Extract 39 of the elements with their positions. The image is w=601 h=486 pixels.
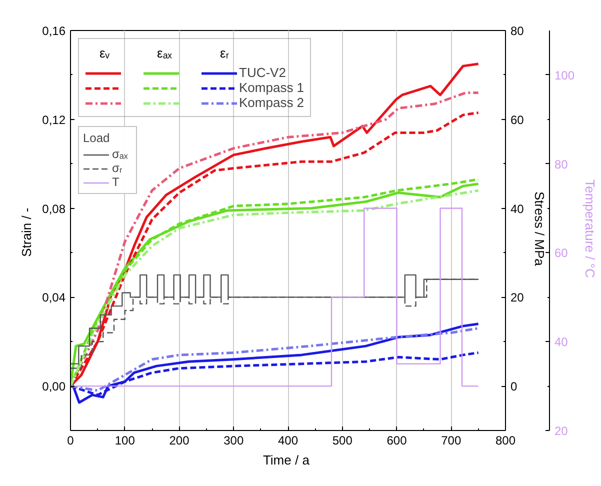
y-tick-label: 0,08 xyxy=(42,202,66,216)
y3-tick-label: 100 xyxy=(554,68,575,82)
legend-label: σₐₓ xyxy=(112,147,129,161)
x-tick-label: 200 xyxy=(169,434,190,448)
y2-axis-title: Stress / MPa xyxy=(532,191,547,267)
y3-tick-label: 80 xyxy=(554,157,568,172)
x-tick-label: 0 xyxy=(67,434,74,448)
y-axis-title: Strain / - xyxy=(19,208,34,257)
y-tick-label: 0,04 xyxy=(42,290,66,305)
y2-tick-label: 60 xyxy=(510,112,524,127)
y-tick-label: 0,00 xyxy=(42,380,66,394)
legend-label: TUC-V2 xyxy=(239,65,286,80)
y3-tick-label: 40 xyxy=(554,335,568,350)
legend-label: Kompass 1 xyxy=(239,80,304,95)
y3-tick-label: 60 xyxy=(554,246,568,260)
x-tick-label: 800 xyxy=(495,434,516,448)
line-series xyxy=(70,327,480,392)
y3-axis-title: Temperature / °C xyxy=(582,179,598,278)
y2-tick-label: 80 xyxy=(510,24,524,38)
legend-label: σᵣ xyxy=(112,161,124,175)
x-tick-label: 100 xyxy=(114,434,136,448)
annotation: εₐₓ xyxy=(157,46,173,60)
x-tick-label: 500 xyxy=(332,434,353,448)
x-tick-label: 400 xyxy=(278,434,298,448)
legend-label: Kompass 2 xyxy=(239,95,304,110)
y2-tick-label: 20 xyxy=(510,290,524,305)
y-tick-label: 0,12 xyxy=(42,112,66,127)
x-tick-label: 600 xyxy=(386,434,408,448)
y-tick-label: 0,16 xyxy=(42,24,66,38)
x-tick-label: 300 xyxy=(224,434,244,448)
y3-tick-label: 20 xyxy=(554,424,568,438)
y2-tick-label: 40 xyxy=(510,202,524,216)
legend-title: Load xyxy=(83,131,111,145)
annotation: εᵣ xyxy=(220,46,229,60)
x-tick-label: 700 xyxy=(441,434,462,448)
x-axis-title: Time / a xyxy=(262,452,310,468)
legend-label: T xyxy=(112,175,120,189)
annotation: εᵥ xyxy=(100,46,110,60)
y2-tick-label: 0 xyxy=(510,380,518,394)
